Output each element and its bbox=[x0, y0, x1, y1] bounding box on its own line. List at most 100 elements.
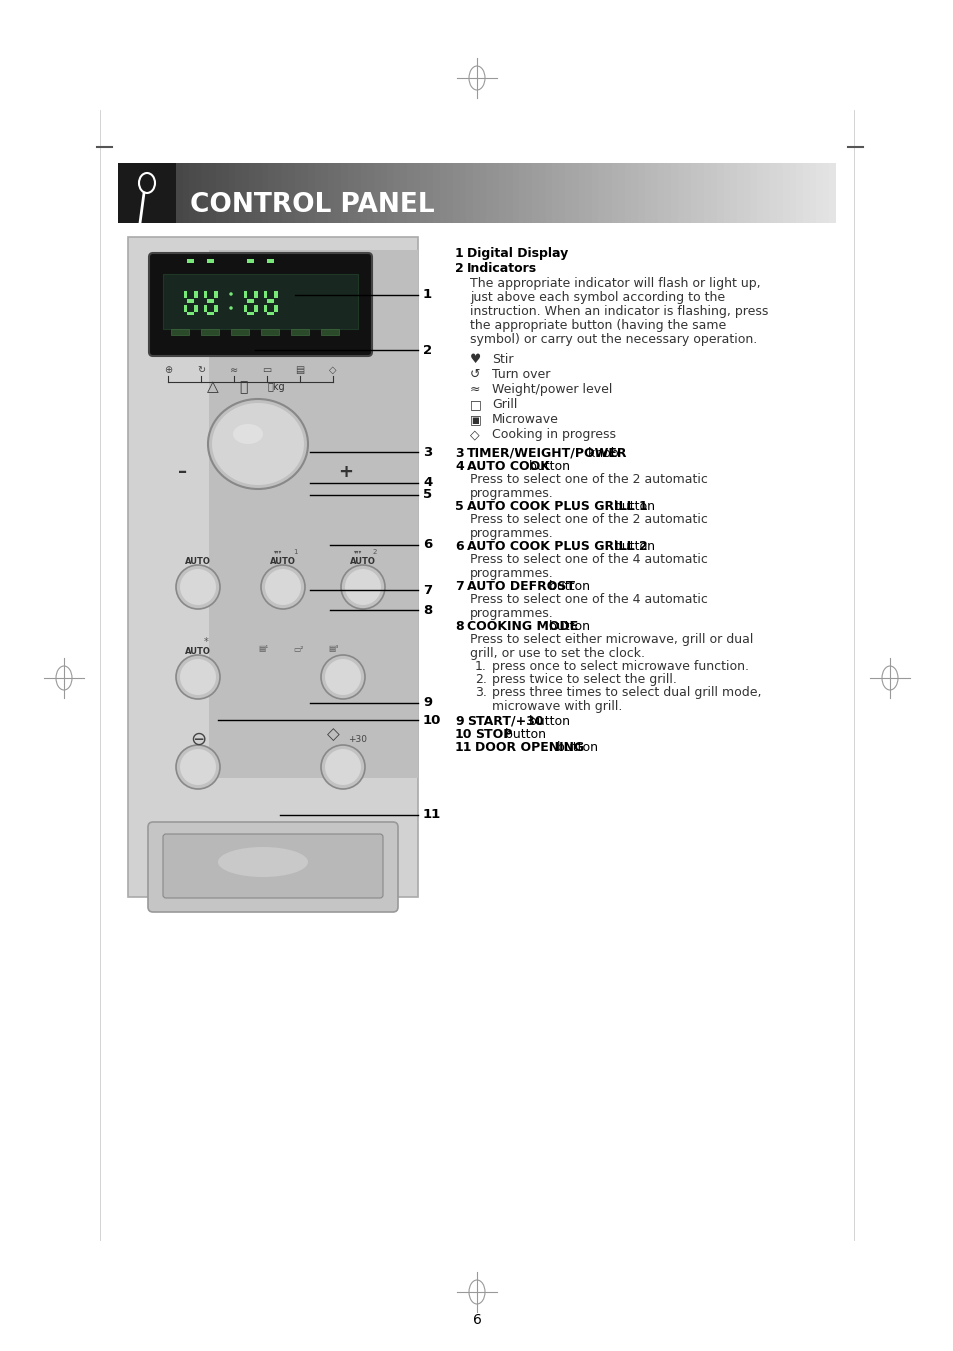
Bar bbox=[335, 163, 341, 223]
Bar bbox=[611, 163, 618, 223]
Bar bbox=[118, 163, 175, 223]
Bar bbox=[545, 163, 552, 223]
Text: 7: 7 bbox=[422, 584, 432, 597]
Bar bbox=[214, 290, 218, 297]
Circle shape bbox=[325, 659, 360, 694]
Bar bbox=[604, 163, 612, 223]
Bar bbox=[802, 163, 809, 223]
Bar bbox=[572, 163, 578, 223]
Bar bbox=[244, 304, 247, 312]
Bar bbox=[188, 312, 194, 315]
Bar bbox=[247, 259, 254, 262]
Bar bbox=[552, 163, 558, 223]
Bar bbox=[261, 163, 269, 223]
Bar bbox=[360, 163, 368, 223]
Text: CONTROL PANEL: CONTROL PANEL bbox=[190, 192, 435, 218]
Text: 6: 6 bbox=[472, 1313, 481, 1327]
FancyBboxPatch shape bbox=[163, 834, 382, 898]
Bar bbox=[703, 163, 710, 223]
Text: ▾▾▾: ▾▾▾ bbox=[354, 550, 362, 554]
Text: AUTO: AUTO bbox=[350, 558, 375, 566]
Bar bbox=[459, 163, 466, 223]
Bar bbox=[242, 163, 249, 223]
Bar bbox=[821, 163, 829, 223]
Bar bbox=[215, 163, 222, 223]
Bar bbox=[274, 163, 282, 223]
Bar bbox=[525, 163, 533, 223]
Bar bbox=[374, 163, 380, 223]
Bar bbox=[394, 163, 400, 223]
Text: Stir: Stir bbox=[492, 353, 513, 366]
Text: Weight/power level: Weight/power level bbox=[492, 382, 612, 396]
Bar bbox=[268, 163, 275, 223]
Text: ⊕: ⊕ bbox=[164, 365, 172, 376]
Text: Press to select one of the 4 automatic: Press to select one of the 4 automatic bbox=[470, 593, 707, 607]
Bar bbox=[182, 163, 190, 223]
Text: 9: 9 bbox=[422, 697, 432, 709]
Bar bbox=[202, 163, 210, 223]
Bar bbox=[433, 163, 440, 223]
Text: STOP: STOP bbox=[475, 728, 512, 740]
Bar bbox=[387, 163, 394, 223]
Bar bbox=[128, 236, 417, 897]
Circle shape bbox=[180, 659, 215, 694]
Text: 7: 7 bbox=[455, 580, 463, 593]
Bar bbox=[328, 163, 335, 223]
Bar bbox=[532, 163, 539, 223]
Bar bbox=[281, 163, 289, 223]
Text: ▭: ▭ bbox=[262, 365, 272, 376]
Circle shape bbox=[229, 307, 233, 309]
Bar bbox=[631, 163, 638, 223]
Circle shape bbox=[229, 292, 233, 296]
Bar bbox=[624, 163, 631, 223]
Bar bbox=[274, 304, 277, 312]
Text: 11: 11 bbox=[455, 740, 472, 754]
Text: 1: 1 bbox=[422, 289, 432, 301]
Bar bbox=[584, 163, 592, 223]
Bar bbox=[618, 163, 624, 223]
Bar bbox=[776, 163, 782, 223]
Text: 3: 3 bbox=[455, 447, 463, 459]
Bar bbox=[267, 312, 274, 315]
Text: +: + bbox=[338, 463, 354, 481]
Bar bbox=[407, 163, 414, 223]
Bar bbox=[249, 163, 255, 223]
Bar bbox=[512, 163, 519, 223]
FancyBboxPatch shape bbox=[149, 253, 372, 357]
Text: press twice to select the grill.: press twice to select the grill. bbox=[492, 673, 677, 686]
Bar bbox=[264, 304, 267, 312]
Bar bbox=[742, 163, 750, 223]
Text: ▤¹: ▤¹ bbox=[257, 644, 268, 654]
Bar bbox=[308, 163, 314, 223]
Bar bbox=[789, 163, 796, 223]
Circle shape bbox=[175, 744, 220, 789]
Bar bbox=[697, 163, 703, 223]
Text: 2: 2 bbox=[455, 262, 463, 276]
Text: 9: 9 bbox=[455, 715, 463, 728]
Text: ≈: ≈ bbox=[230, 365, 238, 376]
Bar bbox=[816, 163, 822, 223]
FancyBboxPatch shape bbox=[148, 821, 397, 912]
Bar bbox=[264, 290, 267, 297]
Bar bbox=[565, 163, 572, 223]
Text: AUTO DEFROST: AUTO DEFROST bbox=[467, 580, 575, 593]
Bar bbox=[538, 163, 545, 223]
Text: button: button bbox=[544, 620, 589, 634]
Bar bbox=[209, 250, 417, 778]
Bar bbox=[321, 163, 328, 223]
Text: Turn over: Turn over bbox=[492, 367, 550, 381]
Text: grill, or use to set the clock.: grill, or use to set the clock. bbox=[470, 647, 644, 661]
Text: AUTO: AUTO bbox=[185, 647, 211, 657]
Bar bbox=[677, 163, 684, 223]
Bar bbox=[184, 304, 188, 312]
Text: ♥: ♥ bbox=[470, 353, 480, 366]
Text: AUTO COOK: AUTO COOK bbox=[467, 459, 549, 473]
Text: Microwave: Microwave bbox=[492, 413, 558, 426]
Ellipse shape bbox=[218, 847, 308, 877]
Text: 5: 5 bbox=[422, 489, 432, 501]
Text: 3: 3 bbox=[422, 446, 432, 458]
Text: just above each symbol according to the: just above each symbol according to the bbox=[470, 290, 724, 304]
Text: 2: 2 bbox=[373, 549, 376, 555]
Text: AUTO COOK PLUS GRILL 1: AUTO COOK PLUS GRILL 1 bbox=[467, 500, 647, 513]
Bar bbox=[466, 163, 473, 223]
